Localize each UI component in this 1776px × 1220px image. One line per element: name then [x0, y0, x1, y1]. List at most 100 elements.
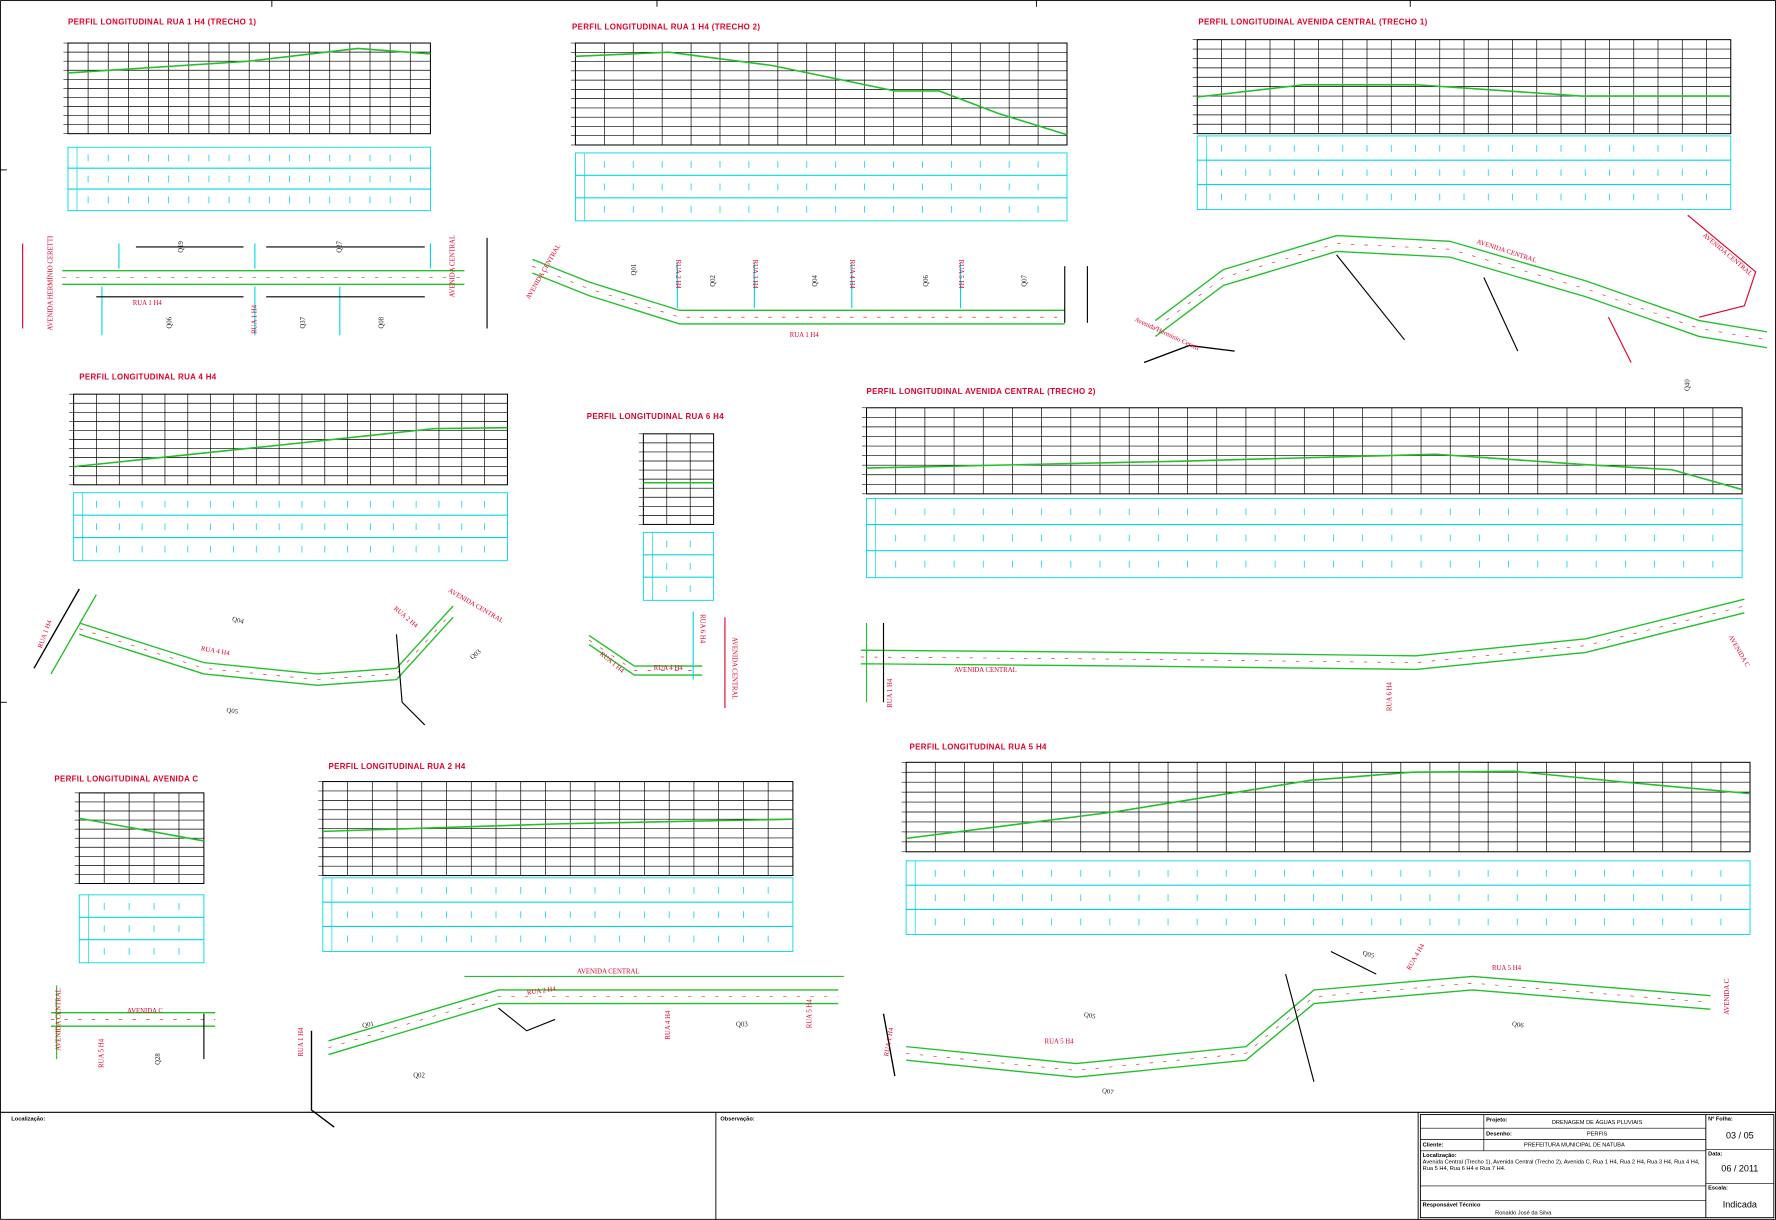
- profile-title: PERFIL LONGITUDINAL AVENIDA C: [54, 774, 198, 783]
- plan-label: Q03: [469, 648, 483, 661]
- profile-title: PERFIL LONGITUDINAL AVENIDA CENTRAL (TRE…: [1198, 18, 1427, 27]
- road-line: [860, 612, 1745, 671]
- profile-table: [866, 497, 1743, 579]
- plan-label: RUA 4 H4: [200, 645, 230, 657]
- road-axis: [532, 265, 1065, 318]
- plan-label: RUA 5 H4: [99, 1038, 106, 1068]
- plan-label: Q03: [736, 1022, 748, 1029]
- footer-text: Desenho:: [1486, 1131, 1512, 1137]
- plan-label: RUA 2 H4: [527, 986, 557, 997]
- road-line: [328, 1002, 839, 1056]
- profile-table: [73, 492, 508, 562]
- road-line: [532, 272, 1065, 325]
- cross-street: [1687, 214, 1757, 318]
- plan-label: RUA 5 H4: [806, 999, 813, 1029]
- road-line: [79, 616, 454, 686]
- road-axis: [588, 639, 703, 671]
- profile-grid-frame: [574, 42, 1068, 146]
- road-axis: [906, 982, 1711, 1071]
- plan-label: AVENIDA CENTRAL: [954, 667, 1017, 674]
- profile-table: [905, 860, 1751, 935]
- profile-line: [575, 51, 1068, 136]
- cross-street: [1285, 973, 1315, 1082]
- plan-label: Q40: [1684, 379, 1691, 391]
- footer-text: Observação:: [720, 1117, 754, 1123]
- road-axis: [1155, 243, 1768, 341]
- road-line: [532, 258, 1065, 312]
- cross-street: [882, 1013, 896, 1077]
- profile-line: [866, 453, 1743, 491]
- plan-label: Q06: [166, 316, 173, 328]
- plan-label: RUA 2 H4: [392, 605, 419, 629]
- footer-text: Cliente:: [1423, 1143, 1444, 1149]
- plan-label: RUA 4 H4: [654, 665, 684, 672]
- plan-label: AVENIDA C: [127, 1008, 163, 1015]
- plan-label: Q28: [155, 1053, 162, 1065]
- footer-text: Localização:: [11, 1117, 45, 1123]
- plan-label: Avenida Hermínio Ceretti: [1133, 316, 1200, 352]
- profile-title: PERFIL LONGITUDINAL RUA 5 H4: [910, 743, 1047, 752]
- plan-label: RUA 4 H4: [848, 260, 855, 290]
- profile-line: [73, 426, 508, 468]
- footer-text: 03 / 05: [1726, 1130, 1754, 1140]
- footer-text: DRENAGEM DE ÁGUAS PLUVIAIS: [1552, 1119, 1643, 1126]
- plan-label: RUA 1 H4: [887, 678, 894, 708]
- cross-street: [1143, 344, 1235, 364]
- plan-label: RUA 1 H4: [790, 332, 820, 339]
- block-edge: [1336, 254, 1405, 341]
- road-line: [906, 989, 1711, 1078]
- places-text: Avenida Central (Trecho 1), Avenida Cent…: [1422, 1158, 1700, 1173]
- footer-text: Escala:: [1708, 1186, 1728, 1192]
- plan-label: AVENIDA CENTRAL: [730, 637, 737, 700]
- profile-table: [574, 152, 1068, 222]
- profile-title: PERFIL LONGITUDINAL RUA 4 H4: [79, 372, 216, 381]
- plan-label: RUA 1 H4: [598, 651, 625, 675]
- plan-label: RUA 1 H4: [133, 300, 163, 307]
- plan-label: Q07: [1101, 1088, 1114, 1097]
- plan-label: Q02: [710, 274, 717, 286]
- plan-label: RUA 1 H4: [883, 1027, 895, 1057]
- block-edge: [1483, 277, 1519, 352]
- plan-label: AVENIDA C: [1727, 634, 1751, 669]
- plan-label: Q08: [378, 316, 385, 328]
- plan-label: RUA 5 H4: [1492, 965, 1522, 972]
- profile-table: [322, 877, 794, 952]
- plan-label: RUA 4 H4: [1406, 942, 1427, 971]
- profile-title: PERFIL LONGITUDINAL RUA 1 H4 (TRECHO 1): [68, 18, 256, 27]
- block-edge: [498, 1007, 556, 1032]
- block-edge: [1607, 316, 1632, 363]
- profile-line: [322, 818, 793, 833]
- block-edge: [395, 634, 426, 726]
- profile-table: [67, 146, 431, 212]
- plan-label: Q01: [631, 264, 638, 276]
- profile-title: PERFIL LONGITUDINAL RUA 1 H4 (TRECHO 2): [572, 22, 760, 31]
- footer-text: Responsável Técnico: [1423, 1203, 1481, 1209]
- road-line: [860, 598, 1745, 657]
- profile-line: [79, 817, 205, 842]
- plan-label: Q27: [336, 240, 343, 252]
- road-line: [1154, 250, 1768, 349]
- block-edge: [1330, 950, 1377, 975]
- cross-street: [50, 594, 97, 675]
- footer-text: Localização:: [1423, 1153, 1457, 1159]
- profile-line: [67, 47, 431, 74]
- plan-label: AVENIDA CENTRAL: [577, 968, 640, 975]
- plan-label: Q06: [1511, 1021, 1524, 1030]
- road-line: [1154, 234, 1768, 333]
- title-block: [1419, 1114, 1775, 1219]
- plan-label: RUA 3 H4: [751, 260, 758, 290]
- plan-label: RUA 1 H4: [251, 304, 258, 334]
- plan-label: AVENIDA HERMÍNIO CERETTI: [47, 235, 55, 331]
- profile-line: [1197, 83, 1731, 98]
- plan-label: Q04: [231, 616, 245, 626]
- plan-label: RUA 6 H4: [699, 614, 706, 644]
- footer-text: 06 / 2011: [1721, 1163, 1758, 1173]
- road-axis: [328, 996, 839, 1049]
- plan-label: RUA 6 H4: [1386, 681, 1393, 711]
- plan-label: Q19: [178, 240, 185, 252]
- footer-text: Ronaldo José da Silva: [1495, 1211, 1552, 1217]
- road-line: [588, 634, 703, 667]
- plan-label: Q01: [362, 1021, 375, 1030]
